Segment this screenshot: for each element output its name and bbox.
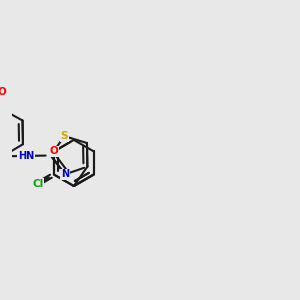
Text: HN: HN <box>18 151 34 161</box>
Text: Cl: Cl <box>32 179 43 189</box>
Text: O: O <box>0 87 6 97</box>
Text: S: S <box>61 131 68 141</box>
Text: N: N <box>61 169 69 179</box>
Text: O: O <box>32 180 40 190</box>
Text: O: O <box>50 146 58 156</box>
